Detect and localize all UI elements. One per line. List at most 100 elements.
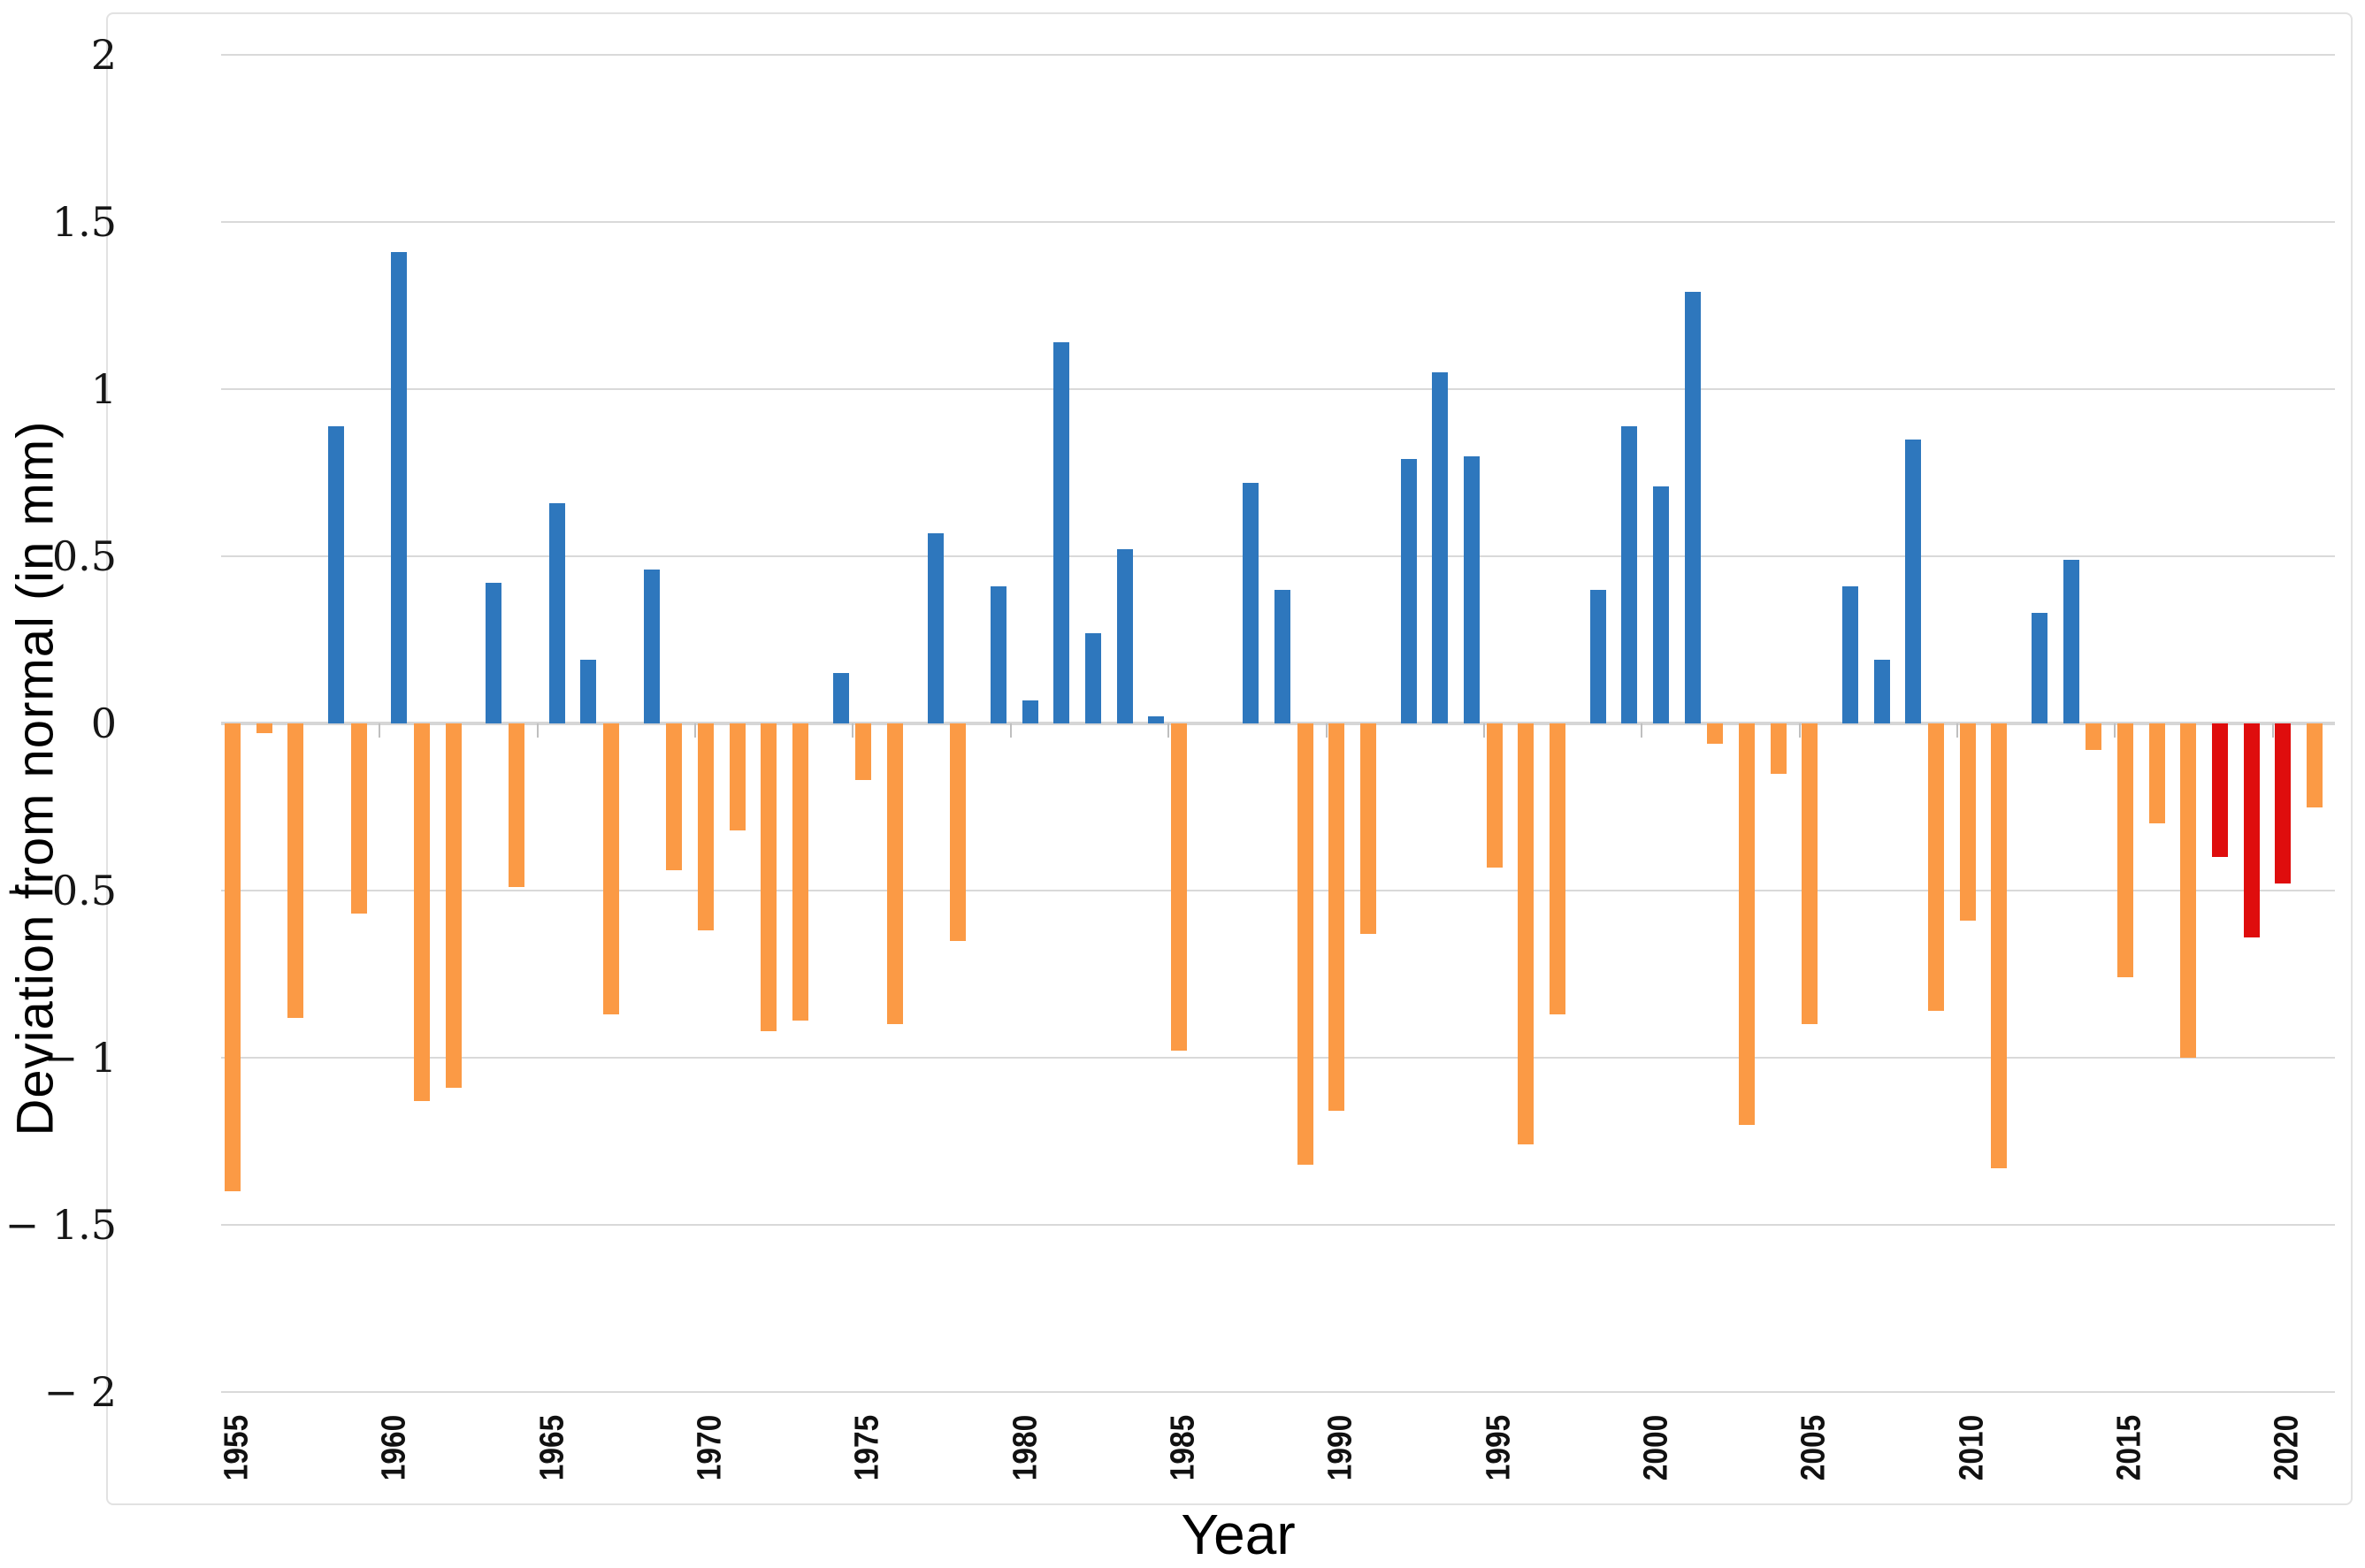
zero-axis-tick xyxy=(379,723,381,738)
bar-1973 xyxy=(792,723,808,1021)
bar-1983 xyxy=(1116,549,1133,723)
bar-1991 xyxy=(1360,723,1376,935)
x-tick-label: 2020 xyxy=(2268,1414,2306,1481)
bar-1972 xyxy=(761,723,777,1031)
x-tick-label: 2005 xyxy=(1795,1414,1833,1481)
zero-axis-tick xyxy=(852,723,854,738)
bar-1978 xyxy=(950,723,967,941)
bar-2008 xyxy=(1905,439,1922,723)
bar-1968 xyxy=(643,570,660,723)
bar-1959 xyxy=(350,723,367,914)
zero-axis-tick xyxy=(694,723,697,738)
bar-1980 xyxy=(1022,700,1038,723)
zero-axis-tick xyxy=(1641,723,1643,738)
x-tick-label: 1980 xyxy=(1006,1414,1045,1481)
bar-1976 xyxy=(886,723,903,1025)
y-tick-label: 1 xyxy=(90,365,117,413)
bar-1962 xyxy=(445,723,462,1089)
x-tick-label: 1995 xyxy=(1480,1414,1518,1481)
zero-axis-tick xyxy=(1482,723,1485,738)
bar-1958 xyxy=(327,425,344,723)
bar-2021 xyxy=(2307,723,2323,807)
bar-2017 xyxy=(2180,723,2197,1058)
bar-2007 xyxy=(1873,660,1890,723)
bar-2006 xyxy=(1842,586,1859,723)
bar-1960 xyxy=(391,252,408,723)
bar-1997 xyxy=(1550,723,1566,1014)
bar-1977 xyxy=(927,532,944,723)
zero-axis-tick xyxy=(1167,723,1170,738)
bar-2016 xyxy=(2148,723,2165,824)
zero-axis-tick xyxy=(2271,723,2274,738)
x-tick-label: 2015 xyxy=(2110,1414,2148,1481)
y-tick-label: − 2 xyxy=(43,1368,117,1416)
chart-frame xyxy=(106,12,2353,1505)
y-tick-label: 0 xyxy=(90,700,117,747)
bar-1987 xyxy=(1243,482,1259,723)
x-tick-label: 1985 xyxy=(1164,1414,1202,1481)
bar-2019 xyxy=(2243,723,2260,937)
x-tick-label: 2000 xyxy=(1637,1414,1675,1481)
bar-1995 xyxy=(1486,723,1503,868)
bar-1956 xyxy=(256,723,272,734)
bar-1965 xyxy=(548,502,565,723)
gridline xyxy=(221,890,2335,891)
bar-2020 xyxy=(2275,723,2292,884)
y-tick-label: − 1.5 xyxy=(4,1201,117,1249)
zero-axis-tick xyxy=(1325,723,1328,738)
y-tick-label: − 1 xyxy=(43,1034,117,1082)
bar-2001 xyxy=(1684,292,1701,723)
y-tick-label: 1.5 xyxy=(51,198,117,246)
bar-1994 xyxy=(1464,455,1481,723)
bar-1975 xyxy=(855,723,872,781)
x-tick-label: 1965 xyxy=(533,1414,571,1481)
zero-axis-tick xyxy=(2114,723,2116,738)
bar-1967 xyxy=(602,723,619,1014)
x-tick-label: 1960 xyxy=(375,1414,413,1481)
bar-1999 xyxy=(1621,425,1638,723)
x-axis-title: Year xyxy=(1181,1503,1296,1566)
bar-1992 xyxy=(1400,459,1417,723)
y-tick-label: 2 xyxy=(90,31,117,79)
bar-1979 xyxy=(990,586,1006,723)
zero-axis-tick xyxy=(1009,723,1012,738)
bar-2018 xyxy=(2212,723,2229,858)
bar-1963 xyxy=(486,583,502,723)
bar-1984 xyxy=(1148,716,1165,723)
bar-1993 xyxy=(1432,372,1449,723)
gridline xyxy=(221,1224,2335,1226)
bar-1982 xyxy=(1084,632,1101,723)
bar-2005 xyxy=(1802,723,1818,1025)
bar-2000 xyxy=(1653,486,1670,723)
bar-1970 xyxy=(697,723,714,931)
bar-2014 xyxy=(2086,723,2102,751)
gridline xyxy=(221,555,2335,557)
bar-2012 xyxy=(2032,613,2048,723)
bar-2013 xyxy=(2063,559,2079,723)
bar-2015 xyxy=(2117,723,2134,978)
bar-2009 xyxy=(1928,723,1945,1012)
bar-1998 xyxy=(1589,589,1606,723)
zero-axis-line xyxy=(221,722,2335,725)
bar-1969 xyxy=(666,723,683,871)
bar-1971 xyxy=(729,723,746,830)
zero-axis-tick xyxy=(536,723,539,738)
bar-1974 xyxy=(832,673,849,723)
bar-1955 xyxy=(224,723,241,1192)
y-tick-label: 0.5 xyxy=(51,532,117,580)
x-tick-label: 1975 xyxy=(848,1414,886,1481)
gridline xyxy=(221,221,2335,223)
bar-1957 xyxy=(287,723,304,1018)
bar-1988 xyxy=(1274,589,1290,723)
bar-1985 xyxy=(1170,723,1187,1052)
zero-axis-tick xyxy=(1798,723,1801,738)
bar-2004 xyxy=(1770,723,1787,774)
bar-1964 xyxy=(508,723,524,888)
x-tick-label: 1970 xyxy=(691,1414,729,1481)
x-tick-label: 1955 xyxy=(218,1414,256,1481)
bar-2011 xyxy=(1991,723,2008,1168)
bar-2003 xyxy=(1739,723,1756,1125)
x-tick-label: 2010 xyxy=(1953,1414,1991,1481)
bar-1961 xyxy=(413,723,430,1102)
